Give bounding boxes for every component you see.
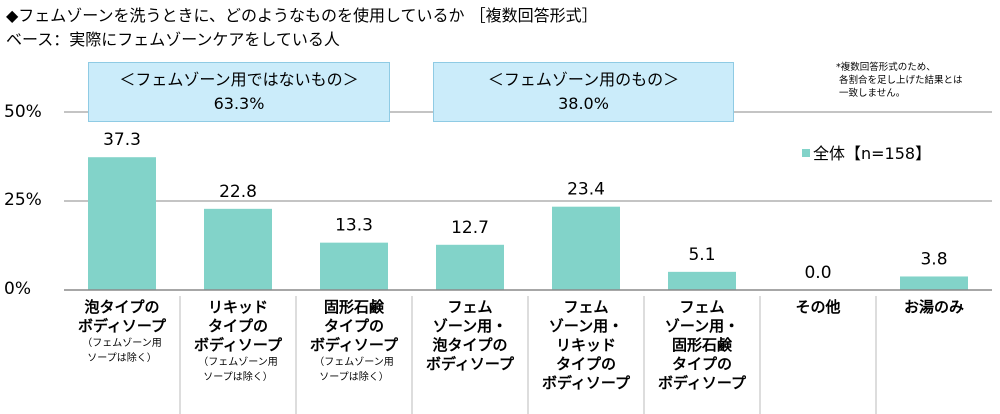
data-label: 0.0 — [804, 263, 831, 283]
category-line: フェム — [563, 298, 609, 316]
bar — [88, 157, 156, 290]
category-note: （フェムゾーン用 ソープは除く） — [82, 338, 162, 364]
y-tick-label: 50% — [4, 102, 42, 122]
bar — [204, 208, 272, 290]
group-box-non-femzone: ＜フェムゾーン用ではないもの＞ 63.3% — [88, 62, 390, 122]
bar — [552, 206, 620, 290]
data-label: 5.1 — [688, 245, 715, 265]
category-line: お湯のみ — [903, 298, 964, 316]
category-note: （フェムゾーン用 ソープは除く） — [198, 357, 278, 383]
y-tick-label: 25% — [4, 190, 42, 210]
category-line: ボディソープ — [309, 336, 399, 354]
category-line: 泡タイプの — [432, 336, 508, 354]
category-line: ボディソープ — [425, 355, 515, 373]
category-line: ボディソープ — [77, 317, 167, 335]
legend-label: 全体【n=158】 — [813, 144, 932, 163]
x-category-label: 泡タイプの ボディソープ （フェムゾーン用 ソープは除く） — [65, 298, 179, 366]
data-label: 12.7 — [451, 218, 489, 238]
category-line: ボディソープ — [193, 336, 283, 354]
x-category-label: 固形石鹸 タイプの ボディソープ （フェムゾーン用 ソープは除く） — [297, 298, 411, 385]
category-line: フェム — [447, 298, 493, 316]
bar — [436, 244, 504, 290]
data-label: 3.8 — [920, 249, 947, 269]
group-box-femzone: ＜フェムゾーン用のもの＞ 38.0% — [433, 62, 734, 122]
x-category-label: フェム ゾーン用・ 泡タイプの ボディソープ — [413, 298, 527, 374]
data-label: 22.8 — [219, 182, 257, 202]
category-line: リキッド — [555, 336, 616, 354]
category-line: タイプの — [323, 317, 384, 335]
category-line: ゾーン用・ — [432, 317, 508, 335]
group-label: ＜フェムゾーン用ではないもの＞ — [119, 70, 359, 89]
x-category-label: お湯のみ — [877, 298, 991, 317]
group-value: 63.3% — [213, 94, 265, 113]
category-line: タイプの — [671, 355, 732, 373]
category-line: 泡タイプの — [84, 298, 160, 316]
category-line: 固形石鹸 — [323, 298, 384, 316]
category-line: ボディソープ — [657, 374, 747, 392]
bar — [900, 276, 968, 290]
x-category-label: フェム ゾーン用・ 固形石鹸 タイプの ボディソープ — [645, 298, 759, 393]
chart-subtitle: ベース：実際にフェムゾーンケアをしている人 — [6, 30, 340, 49]
category-line: ゾーン用・ — [664, 317, 740, 335]
group-label: ＜フェムゾーン用のもの＞ — [487, 70, 680, 89]
x-category-label: その他 — [761, 298, 875, 317]
category-line: フェム — [679, 298, 725, 316]
bar — [668, 271, 736, 290]
x-category-label: フェム ゾーン用・ リキッド タイプの ボディソープ — [529, 298, 643, 393]
category-line: タイプの — [555, 355, 616, 373]
y-tick-label: 0% — [4, 279, 31, 299]
category-note: （フェムゾーン用 ソープは除く） — [314, 357, 394, 383]
category-line: ゾーン用・ — [548, 317, 624, 335]
bar — [320, 242, 388, 290]
category-line: タイプの — [207, 317, 268, 335]
group-value: 38.0% — [558, 94, 609, 113]
category-line: リキッド — [207, 298, 268, 316]
category-line: その他 — [795, 298, 841, 316]
legend-swatch — [802, 149, 810, 157]
category-line: ボディソープ — [541, 374, 631, 392]
x-category-label: リキッド タイプの ボディソープ （フェムゾーン用 ソープは除く） — [181, 298, 295, 385]
data-label: 13.3 — [335, 216, 373, 236]
data-label: 37.3 — [103, 130, 141, 150]
legend: 全体【n=158】 — [802, 140, 931, 164]
footnote: *複数回答形式のため、 各割合を足し上げた結果とは 一致しません。 — [836, 62, 963, 99]
chart-title: ◆フェムゾーンを洗うときに、どのようなものを使用しているか ［複数回答形式］ — [6, 6, 598, 25]
data-label: 23.4 — [567, 180, 605, 200]
category-line: 固形石鹸 — [671, 336, 732, 354]
